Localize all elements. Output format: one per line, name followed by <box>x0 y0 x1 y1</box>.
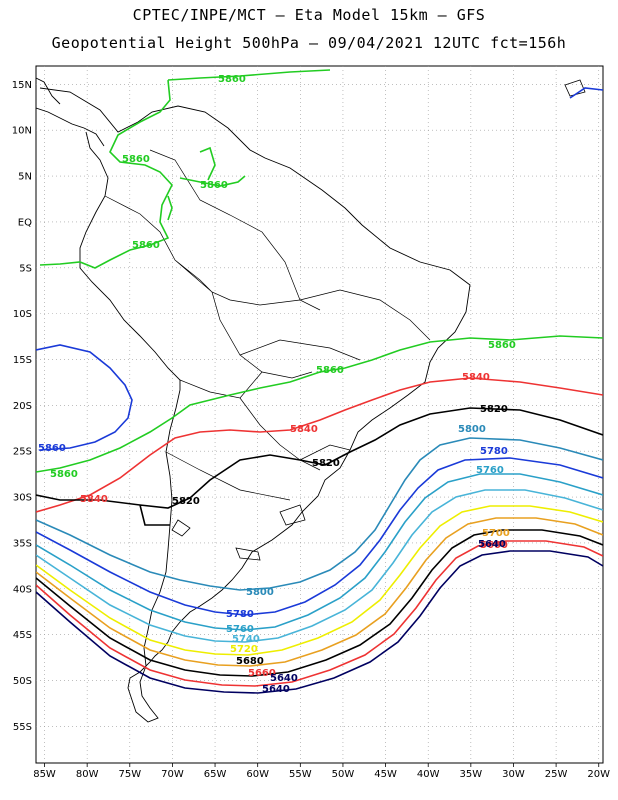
label-5640-a: 5640 <box>478 539 506 550</box>
lat-tick-label: 25S <box>13 447 32 458</box>
map-title-line1: CPTEC/INPE/MCT – Eta Model 15km – GFS <box>132 6 486 24</box>
south-america-outline <box>39 87 471 723</box>
label-5840-a: 5840 <box>462 372 490 383</box>
contour-5820 <box>36 407 603 526</box>
label-5820-c: 5820 <box>172 496 200 507</box>
label-5640-b: 5640 <box>270 673 298 684</box>
label-5860-e: 5860 <box>488 340 516 351</box>
label-5660-b: 5660 <box>248 668 276 679</box>
lat-tick-label: 10S <box>13 309 32 320</box>
contour-labels: 5860 5860 5860 5860 5860 5860 5860 5840 … <box>38 74 516 695</box>
lat-tick-label: 20S <box>13 401 32 412</box>
label-5860-c: 5860 <box>200 180 228 191</box>
lon-tick-label: 40W <box>417 769 440 780</box>
label-5760-b: 5760 <box>226 624 254 635</box>
lat-tick-label: 5S <box>19 263 32 274</box>
lon-tick-label: 70W <box>161 769 184 780</box>
label-5700-a: 5700 <box>482 528 510 539</box>
lat-tick-label: 55S <box>13 722 32 733</box>
lat-tick-label: 40S <box>13 584 32 595</box>
lon-tick-label: 50W <box>332 769 355 780</box>
contour-5860-south <box>36 335 603 473</box>
label-5680-a: 5680 <box>236 656 264 667</box>
label-5740-a: 5740 <box>232 634 260 645</box>
label-5780-b: 5780 <box>226 609 254 620</box>
lat-tick-label: 15S <box>13 355 32 366</box>
label-5860-g: 5860 <box>50 469 78 480</box>
label-5660-a: 5660 <box>480 540 508 551</box>
lat-tick-label: 10N <box>12 126 32 137</box>
contour-5700 <box>36 517 603 667</box>
label-5860-a: 5860 <box>218 74 246 85</box>
lat-tick-label: 5N <box>18 172 32 183</box>
axis-ticks: 85W 80W 75W 70W 65W 60W 55W 50W 45W 40W 35W 30W 25W 2… <box>12 80 610 780</box>
contour-5640 <box>36 550 603 694</box>
lat-tick-label: EQ <box>18 217 32 228</box>
contour-5760 <box>36 473 603 631</box>
lon-tick-label: 35W <box>460 769 483 780</box>
lon-tick-label: 60W <box>246 769 269 780</box>
contour-5740 <box>36 489 603 643</box>
map-title-line2: Geopotential Height 500hPa – 09/04/2021 … <box>51 34 567 52</box>
lat-lon-grid <box>36 66 603 763</box>
label-5800-a: 5800 <box>458 424 486 435</box>
contour-5720 <box>36 505 603 656</box>
lon-tick-label: 85W <box>33 769 56 780</box>
map-frame <box>35 65 604 764</box>
lon-tick-label: 80W <box>76 769 99 780</box>
contour-5860-north <box>39 69 331 269</box>
contour-5680 <box>36 529 603 677</box>
label-5640-c: 5640 <box>262 684 290 695</box>
central-america-outline <box>36 77 105 147</box>
contour-5840 <box>36 377 603 513</box>
label-5840-b: 5840 <box>290 424 318 435</box>
contour-5880-west <box>36 87 603 451</box>
contour-5780 <box>36 457 603 616</box>
lon-tick-label: 30W <box>502 769 525 780</box>
lon-tick-label: 25W <box>545 769 568 780</box>
label-5840-c: 5840 <box>80 494 108 505</box>
lake-titicaca-and-islands <box>171 79 586 561</box>
label-5820-b: 5820 <box>312 458 340 469</box>
lon-tick-label: 55W <box>289 769 312 780</box>
lat-tick-label: 15N <box>12 80 32 91</box>
coastlines <box>36 77 586 723</box>
label-5780-a: 5780 <box>480 446 508 457</box>
label-5800-b: 5800 <box>246 587 274 598</box>
label-5860-f: 5860 <box>316 365 344 376</box>
lat-tick-label: 35S <box>13 538 32 549</box>
contour-5660 <box>36 540 603 687</box>
contours <box>36 69 603 694</box>
label-5820-a: 5820 <box>480 404 508 415</box>
lon-tick-label: 45W <box>374 769 397 780</box>
lat-tick-label: 30S <box>13 493 32 504</box>
label-5760-a: 5760 <box>476 465 504 476</box>
lat-tick-label: 45S <box>13 630 32 641</box>
label-5860-d: 5860 <box>132 240 160 251</box>
national-borders <box>104 149 431 501</box>
label-5880-a: 5860 <box>38 443 66 454</box>
lon-tick-label: 20W <box>587 769 610 780</box>
lon-tick-label: 65W <box>204 769 227 780</box>
contour-5800 <box>36 437 603 591</box>
label-5860-b: 5860 <box>122 154 150 165</box>
lat-tick-label: 50S <box>13 676 32 687</box>
lon-tick-label: 75W <box>118 769 141 780</box>
label-5720-a: 5720 <box>230 644 258 655</box>
